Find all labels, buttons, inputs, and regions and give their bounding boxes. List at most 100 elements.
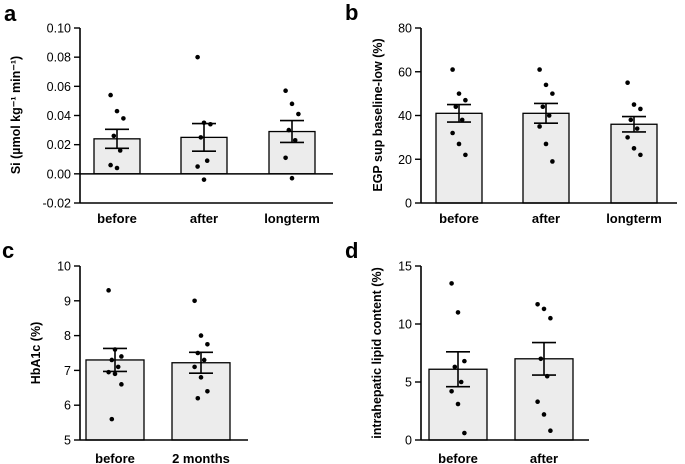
data-point bbox=[462, 430, 467, 436]
data-point bbox=[550, 91, 555, 96]
data-point bbox=[550, 159, 555, 164]
data-point bbox=[296, 111, 301, 117]
data-point bbox=[456, 141, 462, 147]
data-point bbox=[628, 117, 634, 123]
y-axis-title: intrahepatic lipid content (%) bbox=[370, 267, 384, 439]
data-point bbox=[631, 146, 637, 151]
y-tick-label: 20 bbox=[398, 153, 412, 167]
data-point bbox=[112, 371, 118, 377]
data-point bbox=[452, 364, 458, 370]
category-label: before bbox=[97, 211, 137, 226]
y-axis-title: Si (µmol kg⁻¹ min⁻¹) bbox=[9, 56, 23, 174]
data-point bbox=[631, 102, 637, 107]
y-tick-label: 0 bbox=[405, 197, 412, 211]
y-tick-label: 0.04 bbox=[47, 109, 71, 123]
bar bbox=[610, 123, 658, 204]
data-point bbox=[111, 133, 117, 139]
y-axis-title: EGP sup baseline-low (%) bbox=[371, 38, 385, 191]
data-point bbox=[540, 104, 546, 110]
panel-c-chart: before 2 months 5 6 7 8 9 10 HbA1c (%) bbox=[29, 260, 248, 464]
data-point bbox=[195, 395, 201, 401]
category-label: after bbox=[532, 211, 560, 226]
data-point bbox=[543, 82, 549, 88]
category-label: before bbox=[439, 211, 479, 226]
category-label: after bbox=[530, 451, 558, 464]
data-point bbox=[548, 315, 553, 321]
data-point bbox=[201, 357, 207, 363]
panel-letter-d: d bbox=[345, 238, 358, 263]
data-point bbox=[289, 101, 295, 107]
data-point bbox=[625, 135, 630, 140]
panel-b-chart: before after longterm 0 20 40 60 80 EGP sup base… bbox=[371, 22, 677, 226]
data-point bbox=[205, 342, 210, 347]
data-point bbox=[450, 130, 455, 136]
y-tick-label: 9 bbox=[64, 294, 71, 308]
data-point bbox=[201, 177, 207, 182]
data-point bbox=[638, 152, 643, 158]
data-point bbox=[449, 388, 454, 394]
data-point bbox=[205, 388, 210, 394]
category-label: longterm bbox=[606, 211, 662, 226]
category-label: before bbox=[95, 451, 135, 464]
data-point bbox=[109, 416, 115, 422]
y-tick-label: 10 bbox=[57, 260, 71, 274]
y-tick-label: 40 bbox=[398, 109, 412, 123]
data-point bbox=[292, 137, 298, 143]
data-point bbox=[548, 428, 553, 434]
data-point bbox=[458, 379, 464, 385]
y-tick-label: -0.02 bbox=[43, 197, 72, 211]
data-point bbox=[286, 127, 292, 133]
y-axis-title: HbA1c (%) bbox=[29, 322, 43, 385]
data-point bbox=[543, 141, 549, 147]
data-point bbox=[289, 175, 295, 181]
data-point bbox=[546, 113, 552, 118]
y-tick-label: 8 bbox=[64, 329, 71, 343]
category-label: 2 months bbox=[172, 451, 230, 464]
y-tick-label: 0 bbox=[405, 434, 412, 448]
data-point bbox=[455, 310, 461, 315]
panel-letter-b: b bbox=[345, 0, 358, 25]
data-point bbox=[204, 158, 210, 164]
y-tick-label: 5 bbox=[405, 376, 412, 390]
data-point bbox=[537, 67, 542, 72]
data-point bbox=[625, 80, 630, 85]
data-point bbox=[462, 358, 467, 364]
data-point bbox=[109, 357, 115, 363]
data-point bbox=[198, 333, 204, 338]
category-label: after bbox=[190, 211, 218, 226]
panel-letter-c: c bbox=[2, 238, 14, 263]
data-point bbox=[634, 126, 640, 131]
data-point bbox=[117, 148, 123, 153]
data-point bbox=[195, 350, 201, 356]
data-point bbox=[106, 369, 111, 375]
data-point bbox=[450, 67, 455, 72]
category-label: longterm bbox=[264, 211, 320, 226]
data-point bbox=[208, 121, 213, 127]
data-point bbox=[195, 54, 200, 60]
y-tick-label: 0.06 bbox=[47, 80, 71, 94]
data-point bbox=[459, 117, 465, 123]
data-point bbox=[114, 165, 120, 171]
data-point bbox=[544, 373, 550, 379]
data-point bbox=[535, 301, 540, 307]
y-tick-label: 15 bbox=[398, 260, 412, 274]
bar bbox=[171, 362, 231, 441]
data-point bbox=[119, 354, 124, 359]
data-point bbox=[463, 152, 468, 158]
category-label: before bbox=[438, 451, 478, 464]
data-point bbox=[453, 104, 459, 110]
y-tick-label: 10 bbox=[398, 318, 412, 332]
data-point bbox=[456, 91, 462, 96]
data-point bbox=[112, 347, 118, 352]
data-point bbox=[121, 116, 126, 121]
data-point bbox=[198, 135, 204, 140]
data-point bbox=[119, 382, 124, 387]
data-point bbox=[106, 288, 111, 293]
data-point bbox=[108, 162, 113, 168]
y-tick-label: 7 bbox=[64, 364, 71, 378]
data-point bbox=[198, 375, 204, 380]
data-point bbox=[108, 92, 113, 98]
data-point bbox=[638, 106, 643, 112]
data-point bbox=[538, 356, 544, 362]
